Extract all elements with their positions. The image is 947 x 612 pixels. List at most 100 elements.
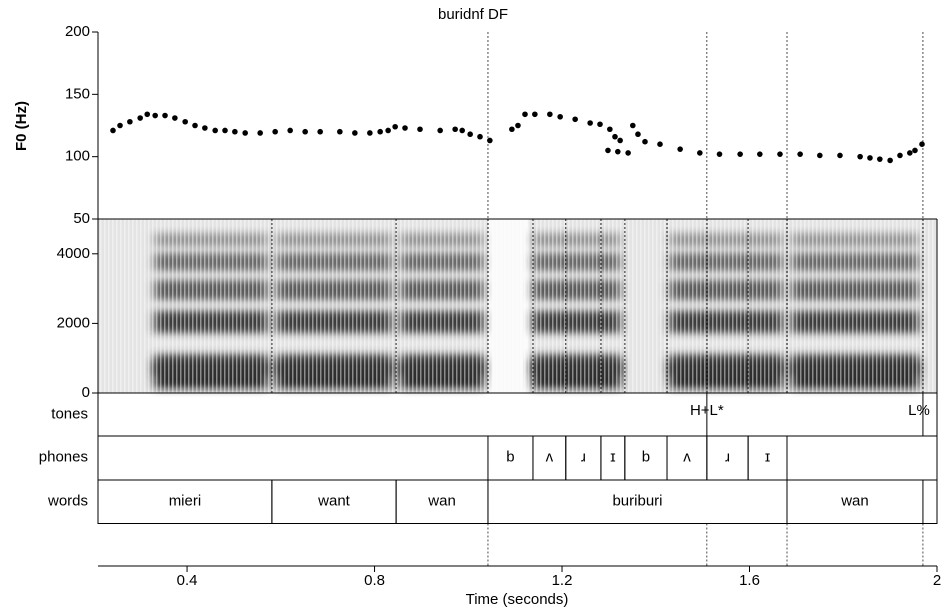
- tone-label: L%: [908, 402, 930, 419]
- f0-point: [716, 151, 723, 157]
- f0-point: [467, 131, 473, 138]
- tier-name: phones: [39, 449, 88, 466]
- x-axis-title: Time (seconds): [466, 591, 569, 608]
- f0-point: [117, 122, 123, 129]
- f0-point: [392, 123, 398, 130]
- spectrogram: [98, 219, 937, 393]
- y-tick-label: 50: [73, 210, 90, 227]
- f0-point: [509, 126, 515, 133]
- spectrogram-striae: [98, 219, 937, 393]
- f0-point: [777, 151, 783, 157]
- tier-name: words: [47, 493, 88, 510]
- f0-point: [212, 127, 218, 134]
- f0-point: [515, 122, 521, 129]
- f0-point: [657, 141, 663, 147]
- y-tick-label: 200: [65, 23, 90, 40]
- interval-label: b: [506, 449, 514, 466]
- tier-box: [97, 392, 938, 524]
- tier-name: tones: [51, 406, 88, 423]
- f0-point: [597, 121, 603, 128]
- f0-point: [615, 148, 621, 155]
- f0-point: [697, 150, 703, 156]
- f0-point: [437, 127, 443, 134]
- y-tick-label: 150: [65, 85, 90, 102]
- f0-point: [557, 113, 563, 120]
- f0-point: [317, 128, 323, 135]
- f0-point: [677, 146, 683, 152]
- interval-label: ʌ: [683, 449, 691, 466]
- y-tick-label: 0: [82, 384, 90, 401]
- f0-point: [877, 156, 883, 162]
- f0-point: [385, 127, 391, 134]
- f0-point: [605, 147, 611, 154]
- f0-point: [352, 130, 358, 136]
- interval-label: ɪ: [765, 449, 770, 466]
- interval-label: wan: [427, 493, 456, 510]
- interval-label: ɹ: [725, 449, 730, 466]
- f0-point: [287, 127, 293, 134]
- f0-point: [635, 131, 641, 138]
- f0-point: [912, 147, 918, 154]
- f0-point: [144, 111, 151, 118]
- f0-point: [625, 150, 631, 156]
- f0-point: [202, 125, 208, 131]
- f0-point: [417, 126, 423, 133]
- interval-label: ɪ: [610, 449, 615, 466]
- f0-point: [162, 112, 168, 119]
- f0-point: [737, 151, 743, 157]
- f0-point: [182, 118, 188, 125]
- f0-point: [522, 111, 528, 118]
- y-axis-title: F0 (Hz): [13, 101, 30, 151]
- f0-point: [797, 151, 803, 157]
- interval-label: ʌ: [546, 449, 554, 466]
- f0-point: [337, 128, 343, 135]
- f0-point: [607, 126, 613, 133]
- y-tick-label: 4000: [57, 245, 90, 262]
- x-tick-label: 1.2: [552, 572, 573, 589]
- f0-point: [897, 152, 903, 159]
- f0-point: [192, 122, 198, 129]
- f0-point: [857, 153, 863, 160]
- x-tick-label: 0.8: [364, 572, 385, 589]
- f0-point: [642, 138, 648, 145]
- f0-point: [757, 151, 763, 157]
- f0-point: [402, 125, 408, 131]
- f0-point: [459, 127, 465, 134]
- y-tick-label: 2000: [57, 314, 90, 331]
- f0-point: [127, 118, 133, 125]
- f0-point: [302, 128, 308, 135]
- f0-point: [837, 152, 843, 159]
- chart-title: buridnf DF: [438, 6, 508, 23]
- f0-point: [257, 130, 263, 136]
- tone-label: H+L*: [690, 402, 724, 419]
- x-tick-label: 1.6: [739, 572, 760, 589]
- f0-point: [367, 130, 373, 136]
- f0-point: [887, 157, 893, 164]
- f0-point: [242, 130, 248, 136]
- interval-label: ɹ: [581, 449, 586, 466]
- f0-point: [617, 137, 623, 144]
- x-tick-label: 0.4: [177, 572, 198, 589]
- interval-label: want: [317, 493, 351, 510]
- f0-point: [587, 120, 593, 126]
- f0-point: [532, 111, 538, 118]
- x-tick-label: 2: [933, 572, 941, 589]
- f0-point: [377, 128, 383, 135]
- f0-point: [919, 141, 925, 147]
- f0-point: [222, 127, 228, 134]
- f0-point: [172, 115, 178, 121]
- f0-point: [547, 111, 553, 118]
- interval-label: buriburi: [612, 493, 662, 510]
- f0-point: [572, 116, 578, 123]
- f0-point: [452, 126, 458, 133]
- f0-point: [477, 133, 483, 140]
- interval-label: mieri: [169, 493, 202, 510]
- f0-point: [817, 152, 823, 159]
- f0-point: [272, 128, 278, 135]
- interval-label: b: [642, 449, 650, 466]
- f0-point: [487, 137, 493, 144]
- f0-point: [630, 122, 636, 129]
- interval-label: wan: [840, 493, 869, 510]
- f0-point: [907, 150, 913, 156]
